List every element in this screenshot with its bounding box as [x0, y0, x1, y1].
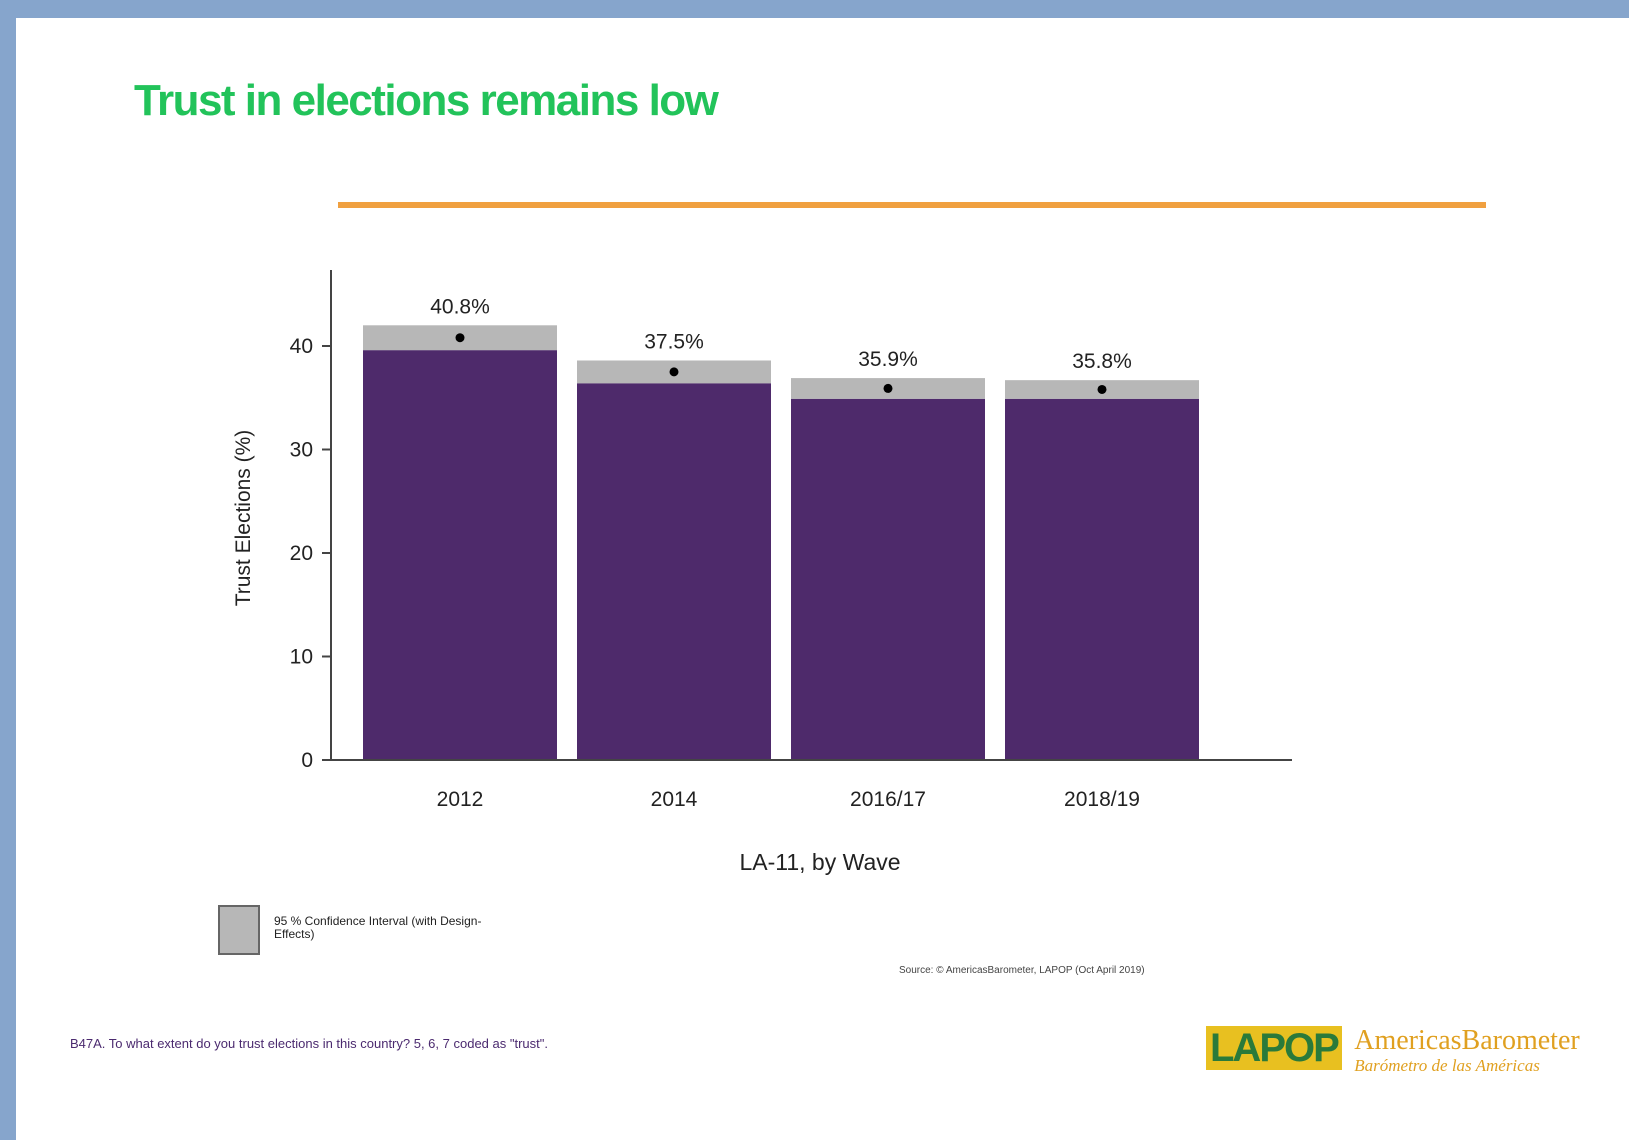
y-axis-title: Trust Elections (%) [232, 430, 255, 607]
data-label: 35.9% [858, 348, 918, 371]
point-estimate [1097, 384, 1107, 394]
point-estimate [669, 367, 679, 377]
bar [577, 383, 771, 760]
bar [791, 398, 985, 760]
source-note: Source: © AmericasBarometer, LAPOP (Oct … [899, 965, 1145, 976]
y-tick-label: 10 [290, 646, 313, 669]
lapop-logo: LAPOP AmericasBarometer Barómetro de las… [1206, 1026, 1580, 1076]
y-tick-label: 0 [301, 749, 313, 772]
x-tick-label: 2014 [651, 788, 698, 811]
slide: Trust in elections remains low 95 % Conf… [16, 18, 1629, 1140]
logo-subtitle: Barómetro de las Américas [1354, 1056, 1540, 1075]
x-tick-label: 2018/19 [1064, 788, 1140, 811]
y-tick-label: 30 [290, 439, 313, 462]
legend-ci-swatch [218, 905, 260, 955]
y-tick-label: 40 [290, 335, 313, 358]
point-estimate [455, 333, 465, 343]
logo-mark: LAPOP [1206, 1026, 1342, 1070]
question-footnote: B47A. To what extent do you trust electi… [70, 1036, 548, 1051]
x-tick-label: 2016/17 [850, 788, 926, 811]
y-tick-label: 20 [290, 542, 313, 565]
logo-name: AmericasBarometer [1354, 1025, 1580, 1056]
bar [1005, 398, 1199, 760]
point-estimate [883, 383, 893, 393]
x-tick-label: 2012 [437, 788, 484, 811]
data-label: 37.5% [644, 330, 704, 353]
title-rule [338, 202, 1486, 208]
x-axis-title: LA-11, by Wave [739, 849, 900, 875]
bar [363, 350, 557, 760]
slide-title: Trust in elections remains low [134, 76, 719, 125]
data-label: 35.8% [1072, 350, 1132, 373]
data-label: 40.8% [430, 295, 490, 318]
legend-ci-label: 95 % Confidence Interval (with Design-Ef… [274, 914, 482, 941]
